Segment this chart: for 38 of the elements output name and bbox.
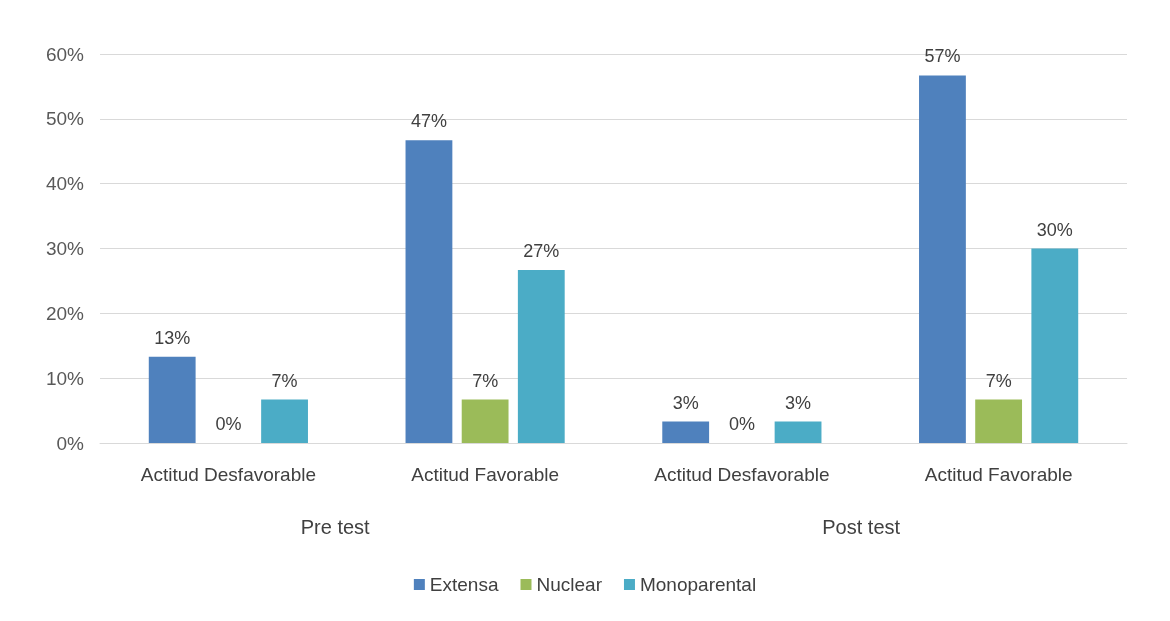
data-label: 13% [154, 327, 191, 348]
data-label: 57% [924, 46, 961, 67]
bar [517, 269, 565, 443]
x-tick-label: Actitud Desfavorable [654, 464, 830, 485]
data-label: 30% [1036, 219, 1073, 240]
data-label: 27% [523, 240, 560, 261]
y-tick-label: 0% [56, 432, 85, 454]
x-tick-label: Actitud Favorable [411, 464, 560, 485]
data-label: 7% [271, 370, 298, 391]
data-label: 7% [985, 370, 1012, 391]
data-label: 7% [472, 370, 499, 391]
bar [261, 399, 308, 443]
bar [1031, 248, 1079, 443]
data-label: 47% [410, 111, 447, 132]
bar [975, 399, 1023, 443]
data-label: 3% [785, 392, 812, 413]
y-tick-label: 60% [45, 43, 85, 65]
bar [405, 140, 453, 443]
x-tick-label: Actitud Favorable [924, 464, 1073, 485]
legend-label: Nuclear [536, 574, 603, 595]
y-tick-label: 20% [45, 302, 85, 324]
data-label: 3% [672, 392, 699, 413]
legend-label: Extensa [429, 574, 499, 595]
x-tick-label: Actitud Desfavorable [140, 464, 317, 485]
data-label: 0% [728, 414, 755, 434]
legend-label: Monoparental [639, 574, 757, 595]
y-tick-label: 30% [45, 238, 85, 259]
bar [662, 421, 710, 443]
data-label: 0% [215, 414, 242, 434]
bar [148, 356, 196, 443]
y-tick-label: 10% [45, 367, 85, 389]
bar [919, 75, 966, 443]
y-tick-label: 40% [45, 173, 85, 195]
text: Pre test [300, 516, 371, 538]
bar [461, 399, 509, 443]
bar [774, 421, 822, 443]
text: Post test [822, 516, 901, 538]
y-tick-label: 50% [45, 108, 85, 130]
